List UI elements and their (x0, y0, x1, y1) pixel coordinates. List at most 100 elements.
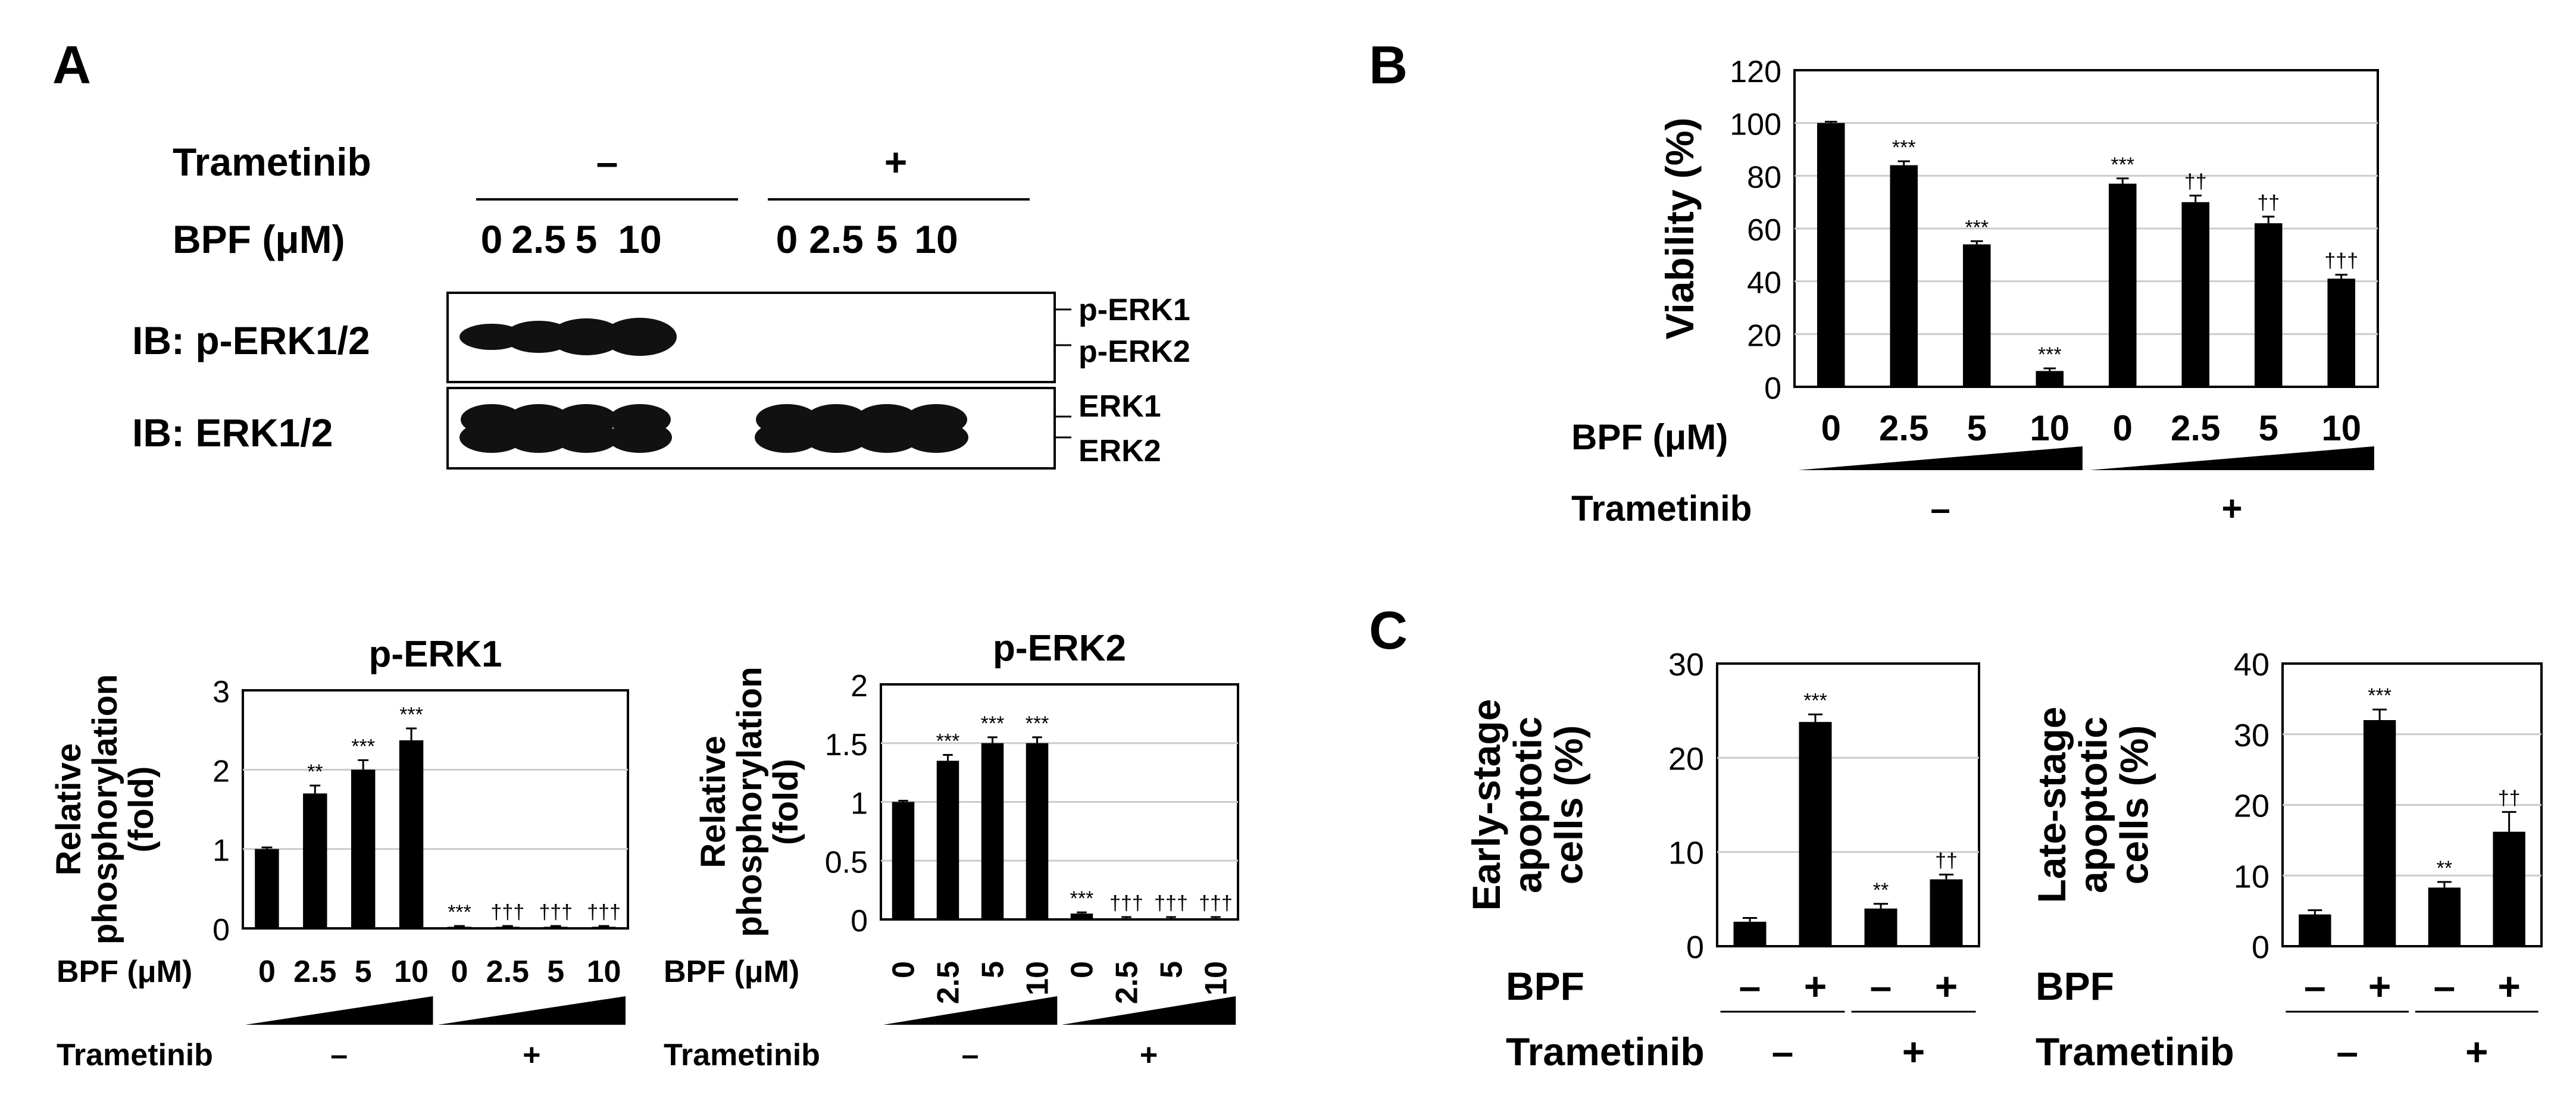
significance-label: *** (936, 730, 960, 753)
y-axis-label: Viability (%) (1658, 118, 1702, 340)
x-tick-label: 10 (1199, 961, 1234, 996)
chart-C-early: 0102030*****††Early-stageapoptoticcells … (1464, 647, 1980, 1074)
significance-label: *** (1070, 887, 1094, 910)
y-tick-label: 40 (1747, 266, 1781, 301)
bar (1817, 123, 1845, 387)
bar (1204, 918, 1227, 919)
blot-trametinib-plus: + (884, 140, 908, 184)
significance-label: *** (399, 703, 423, 726)
bar (1890, 165, 1918, 387)
trametinib-sign: – (1772, 1030, 1794, 1074)
y-tick-label: 20 (2234, 789, 2269, 824)
x-tick-label: 5 (976, 961, 1011, 978)
blot-trametinib-label: Trametinib (173, 140, 371, 184)
perk-band (603, 318, 677, 356)
x-tick-label: 2.5 (1110, 961, 1145, 1004)
bar (399, 740, 424, 928)
significance-label: ††† (587, 901, 621, 924)
y-tick-label: 60 (1747, 213, 1781, 248)
y-tick-label: 120 (1730, 55, 1781, 89)
y-tick-label: 30 (1668, 647, 1704, 683)
significance-label: †† (2257, 192, 2280, 214)
blot-bands (459, 318, 968, 453)
x-tick-label: 0 (1065, 961, 1100, 978)
blot-trametinib-minus: – (596, 140, 618, 184)
bar (2181, 202, 2210, 387)
significance-label: ††† (490, 901, 524, 924)
erk2-band (855, 422, 919, 453)
significance-label: *** (1892, 136, 1916, 159)
bar (2254, 223, 2283, 387)
chart-title: p-ERK1 (369, 634, 502, 675)
bar (495, 927, 520, 928)
significance-label: ** (2437, 857, 2452, 880)
x-axis-label: BPF (μM) (664, 955, 799, 989)
y-axis-label: Early-stageapoptoticcells (%) (1464, 699, 1591, 911)
significance-label: ** (307, 761, 323, 783)
significance-label: ††† (2324, 250, 2358, 273)
bar (2327, 279, 2356, 387)
x-tick-label: 2.5 (293, 955, 336, 989)
significance-label: *** (1026, 712, 1049, 735)
trametinib-sign: + (1902, 1030, 1925, 1074)
significance-label: *** (2368, 684, 2391, 707)
significance-label: *** (2111, 154, 2134, 176)
bar (2428, 887, 2461, 946)
blot-dose-labels: 0 2.5 5 10 0 2.5 5 10 (481, 217, 958, 261)
y-tick-label: 0 (2252, 930, 2269, 965)
bar (1864, 908, 1897, 946)
x-axis-label: BPF (μM) (57, 955, 192, 989)
y-tick-label: 10 (2234, 859, 2269, 894)
x-tick-label: 0 (887, 961, 921, 978)
chart-C-late: 010203040*****††Late-stageapoptoticcells… (2030, 647, 2543, 1074)
y-axis-label: Relativephosphorylation(fold) (694, 667, 805, 937)
significance-label: *** (1803, 690, 1827, 712)
bpf-sign: – (1870, 964, 1892, 1008)
panel-label-b: B (1369, 36, 1408, 95)
erk2-band (507, 422, 571, 453)
chart-title: p-ERK2 (993, 628, 1126, 669)
trametinib-sign: + (2465, 1030, 2489, 1074)
significance-label: *** (981, 712, 1005, 735)
y-tick-label: 3 (212, 675, 230, 709)
trametinib-group-label: + (523, 1038, 540, 1072)
y-tick-label: 100 (1730, 108, 1781, 142)
x-tick-label: 10 (1021, 961, 1055, 996)
significance-label: ††† (1109, 892, 1143, 915)
trametinib-row-label: Trametinib (57, 1038, 213, 1072)
significance-label: ††† (539, 901, 573, 924)
trametinib-group-label: – (1930, 489, 1950, 528)
blot-dose-label: 2.5 (511, 217, 566, 261)
y-tick-label: 20 (1747, 318, 1781, 353)
y-tick-label: 20 (1668, 741, 1704, 777)
trametinib-group-label: + (1140, 1038, 1158, 1072)
blot-dose-label: 0 (776, 217, 798, 261)
y-tick-label: 30 (2234, 718, 2269, 753)
chart-A-pERK2: 0 0.5 1 1.5 2 *** *** *** *** ††† ††† ††† p-ERK2 Rela… (664, 628, 1239, 1072)
bar (592, 927, 616, 928)
significance-label: ††† (1199, 892, 1233, 915)
significance-label: *** (448, 901, 471, 924)
y-tick-label: 0 (1686, 930, 1704, 965)
band-label-perk1: p-ERK1 (1078, 293, 1190, 327)
trametinib-row-label: Trametinib (2036, 1030, 2234, 1074)
x-tick-label: 0 (258, 955, 276, 989)
bar (1733, 921, 1767, 946)
bar (543, 927, 568, 928)
significance-label: *** (2038, 343, 2062, 366)
erk2-band (804, 422, 868, 453)
y-tick-label: 0 (1764, 371, 1781, 406)
erk2-band (755, 422, 819, 453)
x-tick-label: 5 (547, 955, 564, 989)
significance-label: ** (1873, 879, 1889, 902)
y-tick-label: 1 (212, 834, 230, 868)
trametinib-sign: – (2336, 1030, 2358, 1074)
blot-dose-label: 5 (576, 217, 598, 261)
y-axis-label: Late-stageapoptoticcells (%) (2030, 706, 2156, 903)
western-blot: Trametinib – + BPF (μM) 0 2.5 5 10 0 2.5 5 10 I… (132, 140, 1190, 470)
x-axis-label: BPF (μM) (1571, 417, 1728, 457)
bar (1070, 913, 1093, 919)
